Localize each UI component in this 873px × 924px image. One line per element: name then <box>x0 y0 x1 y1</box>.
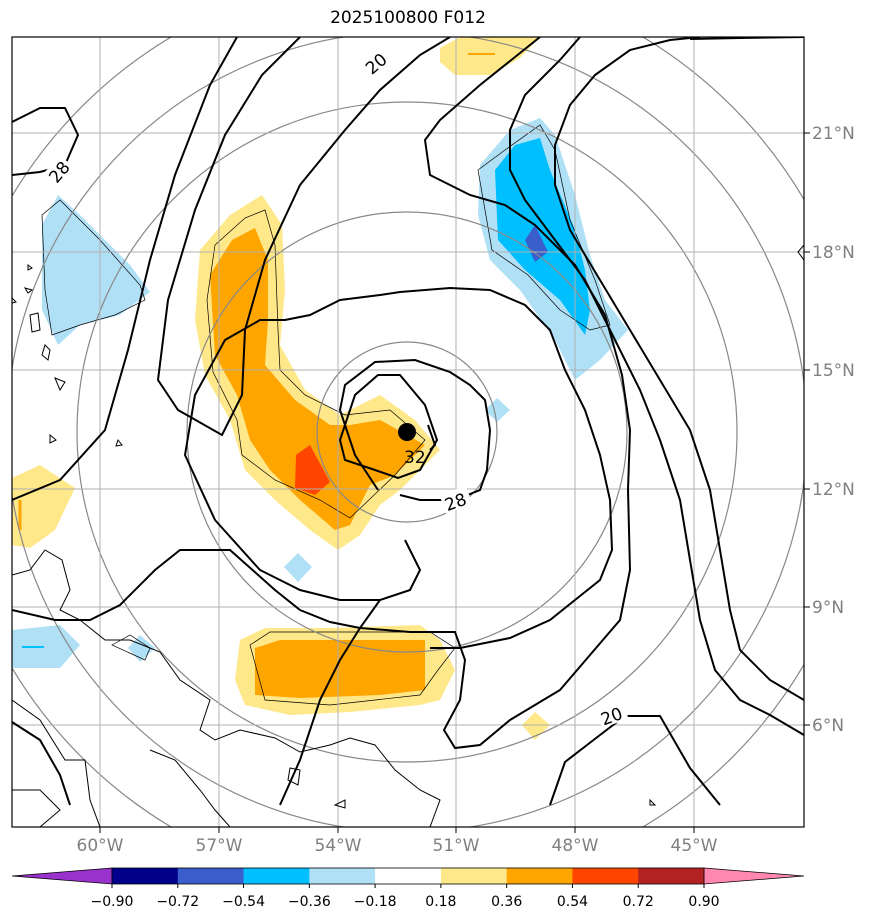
shaded-fields <box>12 37 628 740</box>
colorbar-extend-low <box>11 867 113 885</box>
colorbar-tick-label: −0.18 <box>354 894 397 910</box>
lon-label-60w: 60°W <box>77 836 124 856</box>
colorbar-frame <box>111 867 705 885</box>
colorbar-segment <box>309 868 376 884</box>
lat-label-12n: 12°N <box>812 480 855 500</box>
colorbar-tick-label: −0.36 <box>288 894 331 910</box>
thick-contours <box>12 37 804 806</box>
longitude-labels: 60°W 57°W 54°W 51°W 48°W 45°W <box>77 827 718 856</box>
storm-center-marker <box>398 423 416 441</box>
colorbar-tick-label: −0.72 <box>156 894 199 910</box>
colorbar-segment <box>506 868 573 884</box>
lat-label-6n: 6°N <box>812 716 844 736</box>
colorbar-segment <box>572 868 639 884</box>
radius-rings <box>12 37 804 827</box>
colorbar-segment <box>243 868 310 884</box>
colorbar: −0.90 −0.72 −0.54 −0.36 −0.18 0.18 0.36 0.54 0.7… <box>11 867 805 910</box>
contour-label-28-west: 28 <box>45 158 74 187</box>
colorbar-tick-label: 0.72 <box>623 894 654 910</box>
lat-label-9n: 9°N <box>812 598 844 618</box>
colorbar-tick-label: 0.36 <box>491 894 522 910</box>
colorbar-tick-label: −0.90 <box>91 894 134 910</box>
colorbar-segment <box>440 868 508 884</box>
lon-label-57w: 57°W <box>196 836 243 856</box>
gridlines <box>12 37 804 827</box>
colorbar-segment <box>177 868 245 884</box>
colorbar-tick-label: 0.18 <box>425 894 456 910</box>
lon-label-48w: 48°W <box>552 836 599 856</box>
contour-label-32: 32 <box>404 448 426 468</box>
lon-label-51w: 51°W <box>433 836 480 856</box>
colorbar-segment <box>375 868 442 884</box>
colorbar-tick-label: 0.90 <box>688 894 719 910</box>
map-area <box>12 37 804 827</box>
lat-label-18n: 18°N <box>812 243 855 263</box>
map-frame <box>11 36 805 828</box>
coastlines <box>12 244 804 827</box>
colorbar-tick-label: −0.54 <box>222 894 265 910</box>
map-title: 2025100800 F012 <box>330 8 486 28</box>
colorbar-segment <box>112 868 179 884</box>
colorbar-segment <box>638 868 705 884</box>
lon-label-45w: 45°W <box>671 836 718 856</box>
lon-label-54w: 54°W <box>315 836 362 856</box>
lat-label-21n: 21°N <box>812 124 855 144</box>
contour-label-20-north: 20 <box>362 50 391 79</box>
colorbar-tick-label: 0.54 <box>557 894 588 910</box>
lat-label-15n: 15°N <box>812 361 855 381</box>
latitude-labels: 21°N 18°N 15°N 12°N 9°N 6°N <box>804 124 855 736</box>
colorbar-extend-high <box>703 867 805 885</box>
